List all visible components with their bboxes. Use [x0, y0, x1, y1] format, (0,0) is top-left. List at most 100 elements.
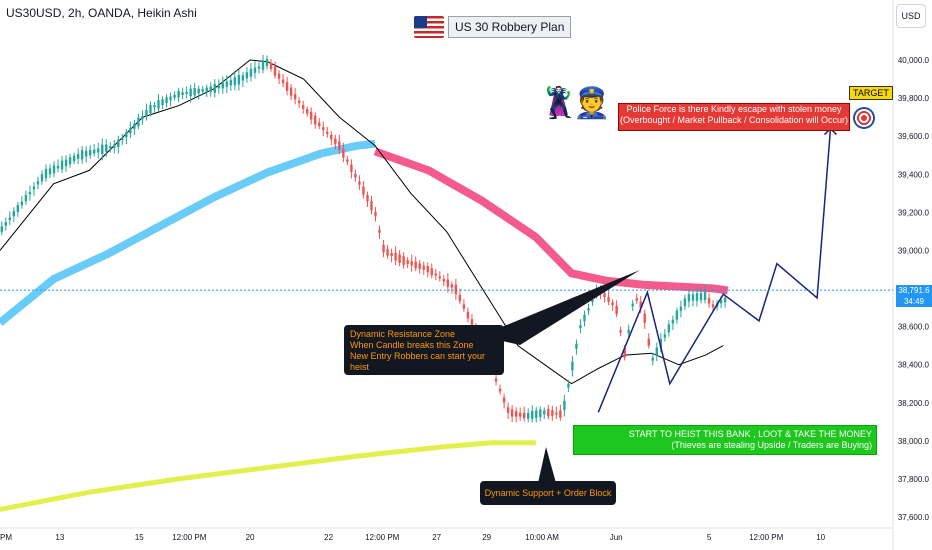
candle: [36, 181, 40, 185]
candle: [358, 181, 361, 185]
candle: [338, 141, 341, 151]
y-tick-label: 39,600.0: [898, 132, 930, 141]
candle: [129, 127, 132, 134]
candle: [237, 75, 241, 85]
candle: [579, 324, 582, 329]
candle: [289, 87, 293, 96]
candle: [647, 338, 650, 346]
x-tick-label: 29: [482, 533, 491, 542]
candle: [470, 319, 474, 329]
candle: [627, 329, 630, 334]
candle: [177, 90, 180, 98]
x-tick-label: Jun: [610, 533, 623, 542]
candle: [245, 72, 249, 79]
candle: [173, 94, 176, 98]
candle: [314, 115, 317, 125]
candle: [639, 301, 642, 308]
candle: [719, 300, 723, 304]
candle: [671, 319, 675, 324]
candle: [318, 122, 321, 127]
candle: [527, 412, 530, 419]
candle: [607, 296, 610, 302]
candle: [402, 256, 405, 265]
x-tick-label: 12:00 PM: [365, 533, 400, 542]
candle: [442, 278, 446, 282]
plan-title: US 30 Robbery Plan: [448, 16, 572, 38]
candle: [370, 201, 373, 211]
candle: [201, 89, 204, 92]
candle: [374, 212, 377, 217]
target-tag: TARGET: [849, 86, 893, 100]
candle: [4, 222, 8, 226]
candle: [619, 330, 622, 333]
currency-button[interactable]: USD: [896, 4, 926, 28]
candle: [510, 409, 514, 417]
candle: [559, 410, 562, 418]
candle: [137, 117, 140, 127]
series-line-moving-average: [0, 59, 724, 385]
x-tick-label: 27: [432, 533, 441, 542]
candle: [567, 383, 570, 388]
candle: [723, 297, 727, 303]
x-tick-label: 12:00 PM: [172, 533, 207, 542]
candle: [153, 105, 156, 108]
candle: [330, 134, 333, 140]
candle: [571, 361, 574, 371]
candle: [551, 410, 554, 416]
x-tick-label: 20: [246, 533, 255, 542]
candle: [8, 217, 12, 221]
candle: [209, 86, 212, 92]
candle: [109, 146, 112, 149]
candle: [655, 347, 659, 356]
candle: [28, 191, 32, 195]
x-tick-label: 10:00 AM: [525, 533, 559, 542]
candle: [458, 294, 462, 302]
candle: [157, 100, 160, 109]
candle: [667, 324, 671, 333]
candle: [326, 131, 329, 134]
candle: [113, 144, 116, 148]
candle: [334, 138, 337, 145]
candle: [354, 173, 357, 178]
y-tick-label: 38,000.0: [898, 437, 930, 446]
support-pointer: [538, 447, 556, 483]
candle: [514, 411, 518, 417]
candle: [117, 139, 120, 148]
candle: [703, 292, 707, 301]
y-tick-label: 37,600.0: [898, 513, 930, 522]
candle: [466, 311, 470, 319]
candle: [48, 168, 52, 175]
candle: [293, 94, 297, 100]
candle: [342, 148, 345, 158]
candle: [16, 205, 20, 212]
candle: [378, 229, 381, 233]
candle: [454, 284, 458, 295]
y-tick-label: 38,200.0: [898, 399, 930, 408]
candle: [169, 96, 172, 101]
candle: [414, 261, 417, 269]
candle: [362, 186, 365, 195]
candle: [386, 249, 389, 256]
candle: [446, 279, 450, 287]
candle: [72, 155, 76, 162]
y-tick-label: 39,400.0: [898, 170, 930, 179]
candle: [185, 92, 188, 94]
candle: [76, 153, 80, 159]
candle: [506, 407, 510, 413]
candle: [691, 294, 695, 301]
series-line-slow-ema: [0, 139, 376, 326]
candle: [141, 116, 144, 120]
candle: [631, 303, 634, 307]
candle: [193, 88, 196, 96]
x-tick-label: 12:00 PM: [749, 533, 784, 542]
candle: [547, 408, 550, 417]
candle: [121, 138, 124, 141]
candle: [217, 85, 220, 89]
candle: [422, 265, 425, 270]
candle: [555, 412, 558, 415]
y-tick-label: 37,800.0: [898, 475, 930, 484]
candle: [273, 66, 277, 76]
plan-label: US 30 Robbery Plan: [414, 14, 572, 40]
candle: [101, 144, 104, 155]
